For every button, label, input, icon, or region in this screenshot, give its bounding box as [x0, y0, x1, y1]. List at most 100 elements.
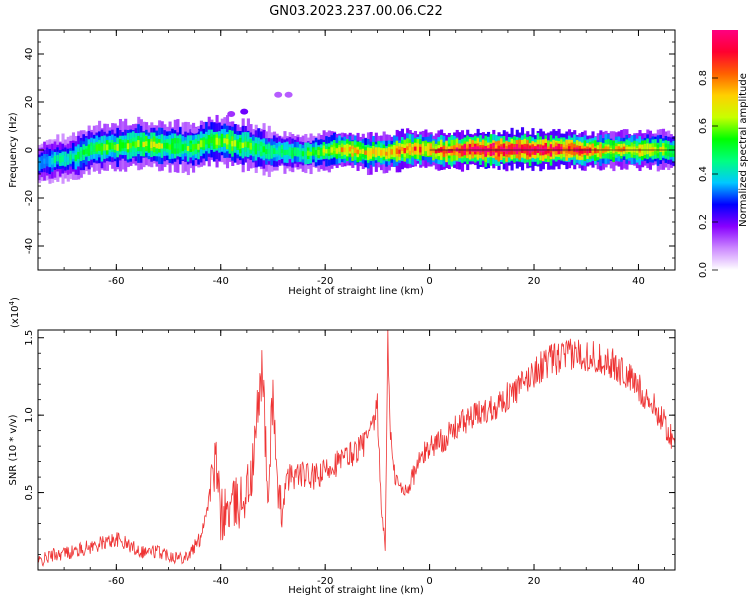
colorbar-label: Normalized spectral amplitude — [738, 73, 749, 227]
heatmap-cell — [625, 146, 629, 152]
heatmap-cell — [61, 155, 65, 163]
heatmap-cell — [215, 137, 219, 145]
heatmap-cell — [322, 148, 326, 153]
heatmap-cell — [567, 146, 572, 152]
heatmap-cell — [92, 145, 96, 152]
heatmap-cell — [484, 148, 488, 155]
heatmap-cell — [510, 146, 514, 152]
heatmap-cell — [473, 146, 478, 152]
heatmap-cell — [353, 147, 357, 154]
heatmap-cell — [220, 137, 224, 144]
heatmap-cell — [398, 149, 402, 154]
heatmap-cell — [429, 147, 433, 152]
heatmap-cell — [113, 144, 117, 150]
heatmap-cell — [395, 148, 399, 154]
heatmap-cell — [534, 148, 538, 153]
heatmap-cell — [505, 148, 509, 155]
colorbar-ticks: 0.0 0.2 0.4 0.6 0.8 — [698, 70, 718, 278]
x-tick-label: 40 — [632, 276, 645, 287]
heatmap-cell — [82, 149, 86, 155]
heatmap-cell — [278, 148, 282, 154]
heatmap-cell — [390, 149, 394, 155]
heatmap-cell — [513, 147, 517, 152]
heatmap-cell — [492, 146, 496, 152]
heatmap-cell — [160, 143, 164, 149]
snr-y-scale: (x104) — [8, 297, 21, 328]
colorbar-tick-label: 0.8 — [698, 70, 709, 86]
heatmap-blob — [190, 127, 199, 134]
colorbar-tick-label: 0.2 — [698, 214, 709, 230]
heatmap-cell — [152, 141, 156, 147]
heatmap-cell — [421, 146, 425, 151]
heatmap-cell — [223, 138, 227, 144]
heatmap-cell — [599, 148, 603, 153]
heatmap-cell — [455, 147, 459, 152]
heatmap-cell — [100, 146, 104, 152]
heatmap-cell — [419, 146, 423, 153]
chart-title: GN03.2023.237.00.06.C22 — [269, 4, 443, 19]
heatmap-cell — [210, 136, 214, 143]
heatmap-cell — [643, 146, 647, 153]
heatmap-cell — [192, 144, 196, 152]
heatmap-cell — [531, 147, 535, 152]
heatmap-cell — [450, 148, 454, 153]
heatmap-cell — [225, 138, 230, 145]
heatmap-cell — [607, 146, 611, 152]
snr-x-label: Height of straight line (km) — [288, 585, 424, 596]
x-tick-label: -40 — [213, 576, 229, 587]
colorbar: 0.0 0.2 0.4 0.6 0.8 Normalized spectral ampl… — [698, 30, 749, 278]
heatmap-cell — [604, 146, 608, 152]
x-tick-label: -40 — [213, 276, 229, 287]
heatmap-cell — [583, 148, 587, 154]
heatmap-cell — [460, 148, 465, 154]
heatmap-cell — [361, 148, 365, 155]
heatmap-cell — [56, 154, 60, 162]
heatmap-cell — [338, 147, 342, 152]
heatmap-cell — [382, 149, 386, 155]
heatmap-cell — [346, 147, 350, 153]
heatmap-cell — [612, 149, 616, 154]
heatmap-cell — [142, 141, 146, 148]
heatmap-cell — [178, 142, 183, 149]
spectrogram-x-label: Height of straight line (km) — [288, 286, 424, 297]
heatmap-cell — [385, 151, 389, 156]
heatmap-cell — [497, 148, 501, 154]
heatmap-cell — [66, 156, 70, 162]
heatmap-cell — [377, 148, 381, 155]
colorbar-gradient — [712, 30, 738, 270]
heatmap-cell — [116, 144, 120, 151]
heatmap-cell — [306, 150, 311, 156]
heatmap-cell — [364, 150, 368, 155]
heatmap-cell — [408, 147, 412, 151]
heatmap-cell — [252, 145, 256, 152]
heatmap-cell — [293, 149, 297, 154]
x-tick-label: -60 — [108, 276, 124, 287]
heatmap-cell — [314, 149, 318, 155]
heatmap-cell — [659, 146, 663, 152]
heatmap-cell — [186, 146, 190, 152]
heatmap-cell — [228, 139, 232, 145]
colorbar-tick-label: 0.6 — [698, 118, 709, 134]
heatmap-cell — [199, 140, 203, 148]
heatmap-cell — [669, 148, 673, 154]
heatmap-cell — [126, 143, 130, 150]
x-tick-label: 0 — [426, 276, 432, 287]
heatmap-cell — [458, 148, 462, 154]
y-tick-label: 40 — [24, 48, 35, 61]
heatmap-cell — [325, 149, 329, 154]
y-tick-label: -20 — [24, 190, 35, 206]
heatmap-cell — [118, 141, 123, 149]
x-tick-label: 20 — [528, 576, 541, 587]
heatmap-cell — [218, 138, 222, 146]
heatmap-cell — [400, 146, 404, 151]
heatmap-cell — [51, 157, 55, 165]
heatmap-cell — [257, 143, 261, 151]
heatmap-cell — [168, 144, 172, 150]
heatmap-blob — [284, 91, 293, 98]
heatmap-cell — [426, 147, 431, 152]
heatmap-cell — [656, 147, 660, 154]
x-tick-label: 20 — [528, 276, 541, 287]
heatmap-cell — [562, 147, 566, 152]
heatmap-cell — [231, 141, 235, 147]
heatmap-cell — [312, 149, 316, 154]
